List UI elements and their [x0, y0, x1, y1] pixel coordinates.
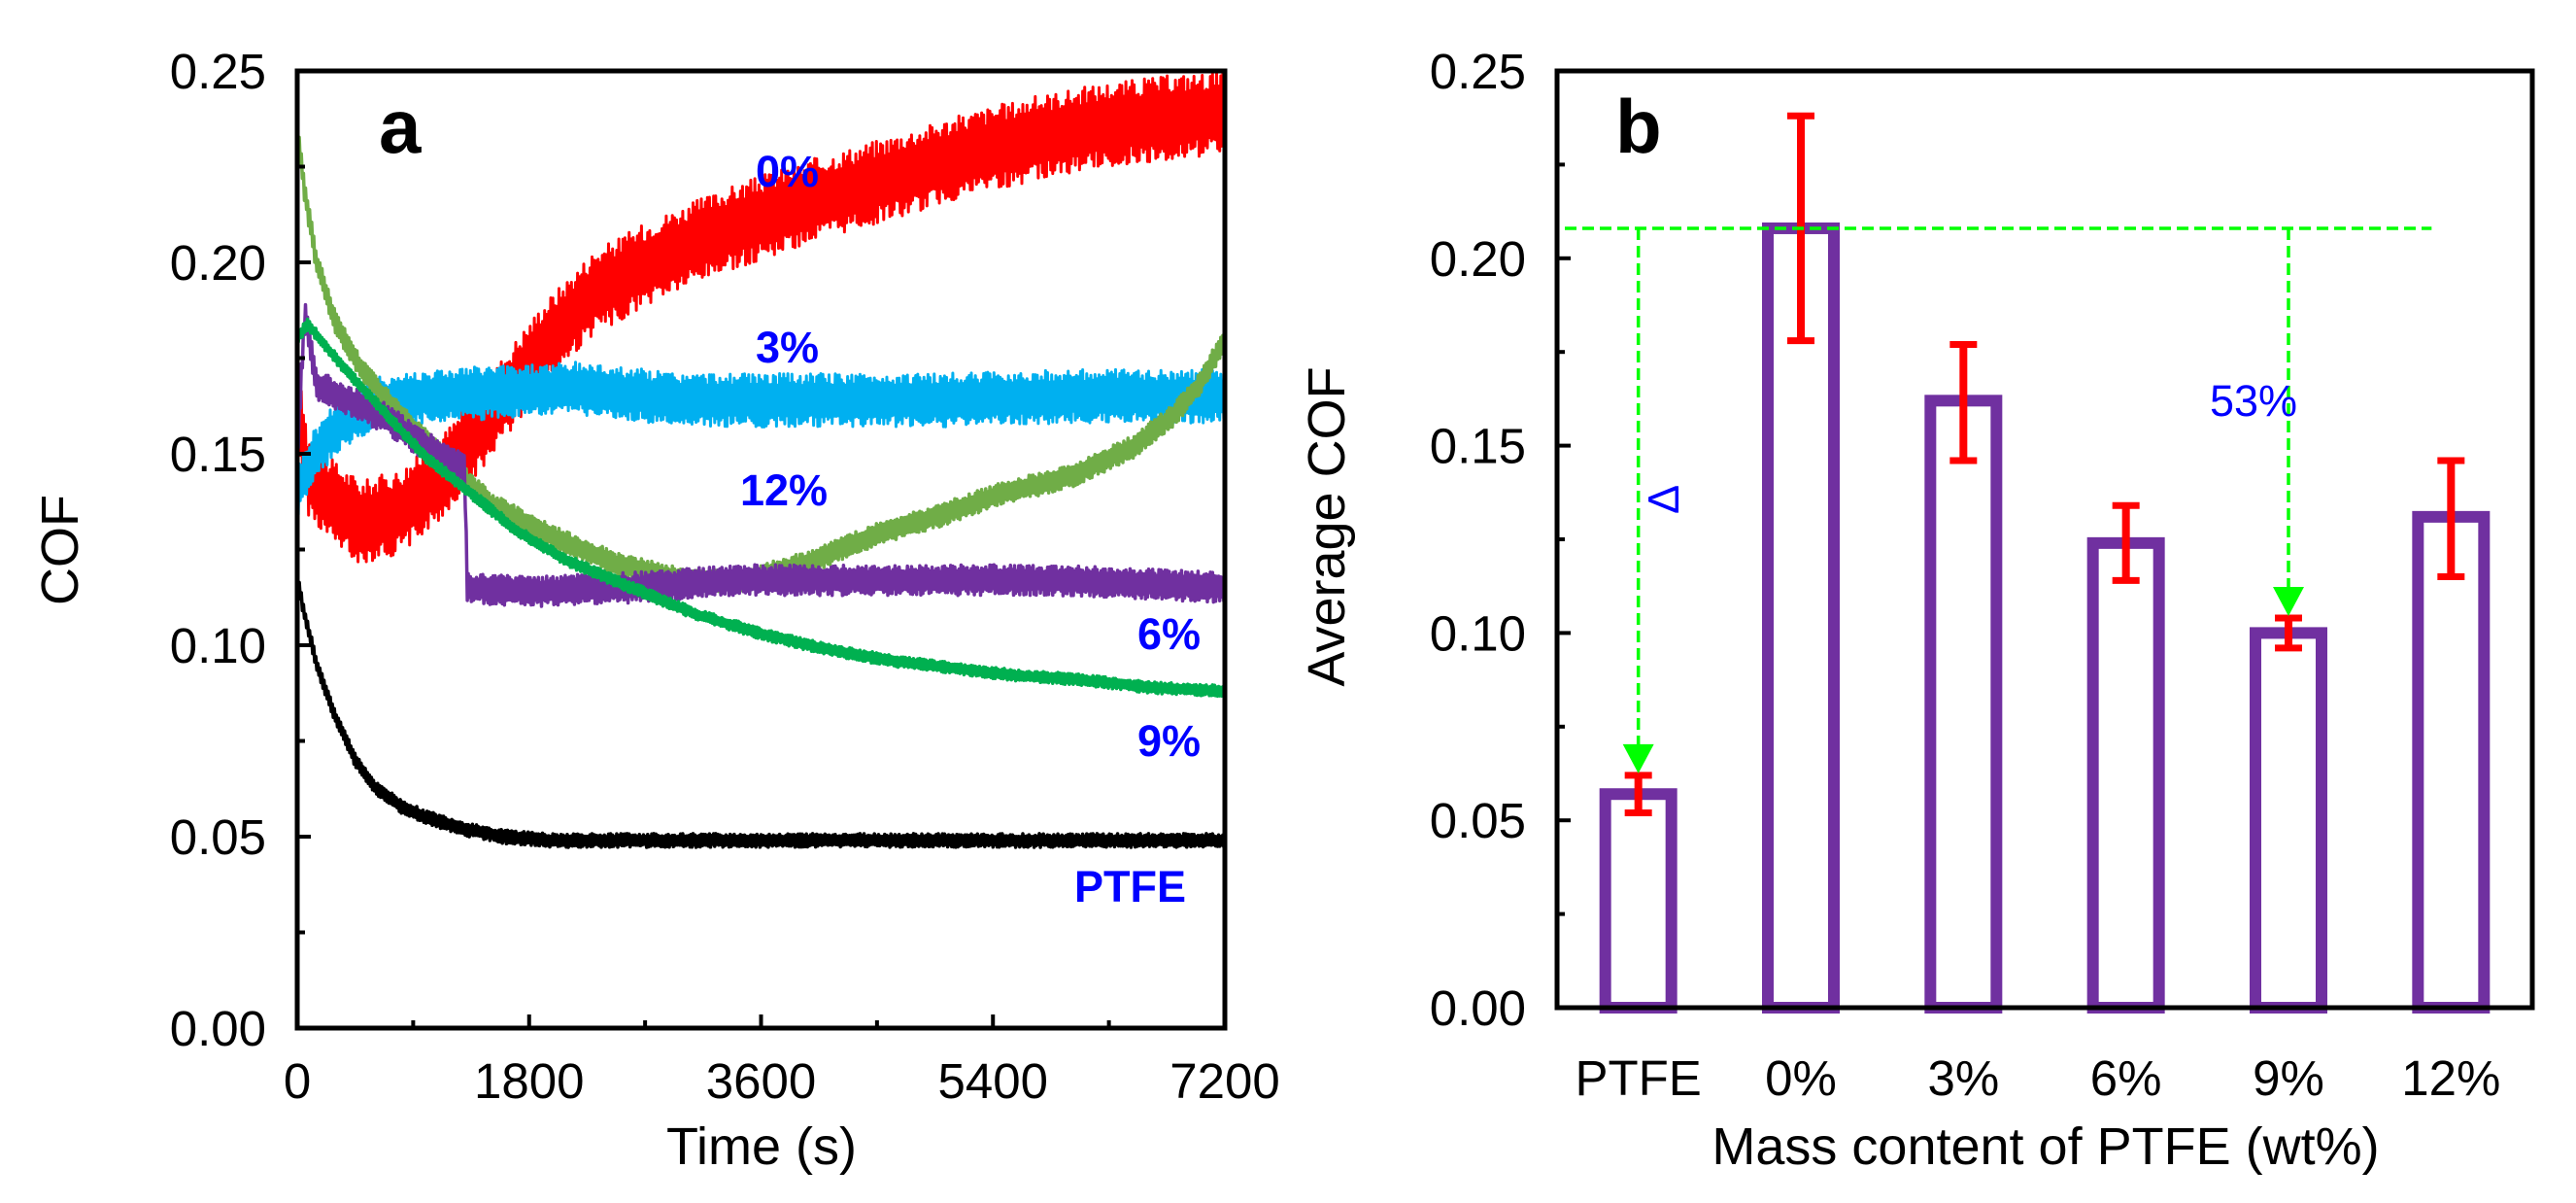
delta-symbol-annotation: ∆	[1639, 486, 1688, 513]
panel-b-y-tick-label: 0.15	[1430, 419, 1526, 474]
error-bar-6-percent	[2112, 501, 2140, 584]
panel-a-y-tick-label: 0.10	[170, 618, 266, 673]
bar-3-percent	[1924, 395, 2003, 1014]
panel-a-y-tick-label: 0.25	[170, 44, 266, 99]
series-line-9-percent	[295, 317, 1227, 699]
panel-a-x-tick-label: 3600	[706, 1053, 816, 1109]
panel-b-category-label: 6%	[2090, 1050, 2162, 1106]
panel-a-y-axis-title: COF	[31, 495, 89, 605]
panel-b-category-label: PTFE	[1575, 1050, 1701, 1106]
series-line-3-percent	[295, 361, 1227, 516]
panel-a-x-tick-label: 7200	[1169, 1053, 1279, 1109]
bar-6-percent	[2086, 536, 2165, 1014]
panel-a-y-tick-label: 0.20	[170, 235, 266, 291]
reduction-percent-annotation: 53%	[2210, 376, 2297, 426]
panel-b-category-label: 0%	[1765, 1050, 1837, 1106]
label-3-percent: 3%	[756, 323, 819, 372]
series-line-6-percent	[295, 302, 1227, 608]
label-9-percent: 9%	[1137, 716, 1201, 766]
series-line-0-percent	[295, 71, 1227, 564]
panel-a-x-axis-title: Time (s)	[666, 1117, 857, 1176]
panel-b-y-axis-title: Average COF	[1298, 366, 1356, 686]
panel-a-letter: a	[379, 84, 422, 169]
panel-b-bars	[1599, 112, 2491, 1014]
panel-b-y-tick-label: 0.25	[1430, 44, 1526, 99]
panel-a-series	[295, 71, 1227, 849]
panel-b-category-label: 3%	[1927, 1050, 1999, 1106]
panel-a-series-labels: 0% 3% 12% 6% 9% PTFE	[740, 147, 1201, 911]
panel-a-x-tick-label: 0	[284, 1053, 311, 1109]
error-bar-12-percent	[2437, 457, 2465, 581]
reference-arrowhead	[2273, 586, 2304, 616]
bar-9-percent	[2250, 627, 2327, 1014]
panel-a-y-tick-label: 0.05	[170, 809, 266, 865]
panel-b-reference-guides	[1565, 226, 2432, 773]
panel-b-y-tick-label: 0.20	[1430, 231, 1526, 287]
panel-b-frame	[1554, 68, 2535, 1011]
panel-b-category-label: 9%	[2253, 1050, 2324, 1106]
panel-b-category-label: 12%	[2401, 1050, 2500, 1106]
panel-a-y-tick-label: 0.15	[170, 427, 266, 482]
bar-0-percent	[1762, 222, 1840, 1014]
panel-b-letter: b	[1615, 84, 1662, 169]
label-6-percent: 6%	[1137, 609, 1201, 659]
series-line-ptfe	[295, 571, 1227, 849]
error-bar-9-percent	[2275, 614, 2302, 652]
reference-arrowhead	[1622, 743, 1654, 773]
bar-12-percent	[2412, 510, 2491, 1014]
panel-b-y-tick-label: 0.05	[1430, 793, 1526, 848]
label-ptfe: PTFE	[1074, 862, 1186, 911]
panel-b-y-tick-label: 0.10	[1430, 605, 1526, 661]
error-bar-ptfe	[1624, 772, 1652, 816]
label-0-percent: 0%	[756, 147, 819, 196]
bar-ptfe	[1599, 788, 1678, 1014]
panel-a-ticks: 0.00 0.05 0.10 0.15 0.20 0.25 0 1800 3600 5400 720…	[170, 44, 1280, 1109]
panel-a-cof-vs-time: 0.00 0.05 0.10 0.15 0.20 0.25 0 1800 3600 5400 720…	[31, 44, 1280, 1176]
panel-a-x-tick-label: 1800	[474, 1053, 584, 1109]
panel-a-x-tick-label: 5400	[938, 1053, 1048, 1109]
panel-b-x-axis-title: Mass content of PTFE (wt%)	[1712, 1117, 2379, 1176]
panel-b-ticks: 0.00 0.05 0.10 0.15 0.20 0.25 PTFE 0% 3% 6% 9% 12%	[1430, 44, 2501, 1106]
panel-b-y-tick-label: 0.00	[1430, 980, 1526, 1036]
error-bar-3-percent	[1949, 340, 1978, 464]
panel-a-y-tick-label: 0.00	[170, 1001, 266, 1056]
label-12-percent: 12%	[740, 465, 828, 515]
